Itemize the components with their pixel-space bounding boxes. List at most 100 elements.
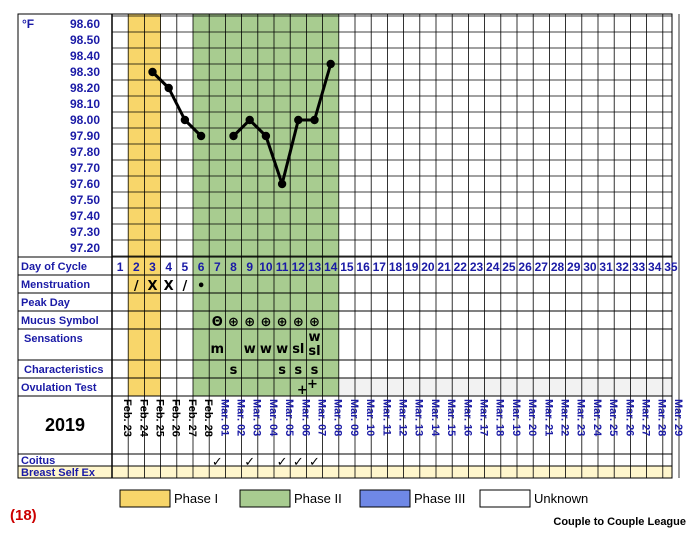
- sensation-mark: w: [308, 330, 320, 345]
- temperature-point: [326, 59, 335, 69]
- characteristics-label: Characteristics: [24, 364, 104, 376]
- ovulation-hatch: [338, 378, 672, 396]
- temperature-point: [261, 131, 271, 141]
- y-tick-label: 97.20: [70, 241, 100, 255]
- temperature-point: [245, 115, 254, 125]
- mucus-mark: ⊕: [309, 315, 320, 330]
- day-number: 20: [421, 260, 435, 274]
- y-tick-label: 98.60: [70, 17, 100, 31]
- date-label: Mar. 07: [316, 399, 328, 436]
- date-label: Mar. 17: [478, 399, 490, 436]
- date-label: Mar. 16: [461, 399, 473, 436]
- day-number: 21: [437, 260, 451, 274]
- temperature-segment: [264, 135, 284, 185]
- day-number: 26: [518, 260, 532, 274]
- coitus-check: ✓: [293, 455, 304, 470]
- temperature-point: [310, 115, 319, 125]
- date-label: Mar. 09: [348, 399, 360, 436]
- day-number: 13: [308, 260, 322, 274]
- day-number: 12: [292, 260, 306, 274]
- date-label: Mar. 26: [623, 399, 635, 436]
- date-label: Mar. 08: [332, 399, 344, 436]
- date-label: Mar. 01: [218, 399, 230, 436]
- date-label: Feb. 27: [186, 399, 198, 437]
- day-number: 29: [567, 260, 581, 274]
- ovulation-mark: +: [307, 377, 318, 392]
- coitus-check: ✓: [309, 455, 320, 470]
- menstruation-mark: X: [147, 279, 157, 294]
- sensation-mark: w: [276, 342, 288, 357]
- characteristic-mark: s: [311, 363, 319, 378]
- temperature-point: [164, 83, 173, 93]
- date-label: Feb. 23: [121, 399, 133, 437]
- date-label: Mar. 24: [591, 399, 603, 437]
- date-label: Mar. 18: [494, 399, 506, 436]
- menstruation-mark: /: [134, 279, 139, 294]
- date-label: Mar. 11: [380, 399, 392, 436]
- temperature-point: [196, 131, 206, 141]
- temperature-segment: [167, 87, 187, 121]
- temperature-point: [294, 115, 303, 125]
- temperature-point: [180, 115, 190, 125]
- day-number: 16: [356, 260, 370, 274]
- day-number: 8: [230, 260, 237, 274]
- day-number: 34: [648, 260, 662, 274]
- y-tick-label: 98.00: [70, 113, 100, 127]
- date-label: Mar. 28: [656, 399, 668, 436]
- temperature-point: [148, 67, 157, 77]
- day-number: 17: [373, 260, 387, 274]
- coitus-check: ✓: [212, 455, 223, 470]
- date-label: Mar. 15: [445, 399, 457, 436]
- temperature-point: [277, 179, 287, 189]
- temperature-unit: °F: [22, 17, 34, 31]
- date-label: Mar. 02: [235, 399, 247, 436]
- temperature-segment: [280, 119, 300, 185]
- sensation-mark: sl: [292, 342, 304, 357]
- day-of-cycle-label: Day of Cycle: [21, 261, 87, 273]
- sensation-mark: m: [211, 342, 225, 357]
- sensations-label: Sensations: [24, 333, 83, 345]
- phase2-band: [193, 14, 339, 396]
- mucus-mark: Θ: [212, 315, 223, 330]
- characteristic-mark: s: [230, 363, 238, 378]
- breast-self-ex-label: Breast Self Ex: [21, 467, 96, 479]
- mucus-mark: ⊕: [260, 315, 271, 330]
- y-tick-label: 97.30: [70, 225, 100, 239]
- mucus-mark: ⊕: [293, 315, 304, 330]
- menstruation-mark: X: [164, 279, 174, 294]
- chart-frame: [17, 13, 673, 479]
- ovulation-mark: +: [297, 383, 308, 398]
- menstruation-mark: •: [197, 279, 205, 294]
- day-number: 31: [599, 260, 613, 274]
- day-number: 1: [117, 260, 124, 274]
- date-label: Mar. 05: [283, 399, 295, 436]
- day-number: 35: [664, 260, 678, 274]
- date-label: Mar. 13: [413, 399, 425, 436]
- temperature-point: [229, 131, 238, 141]
- y-tick-label: 97.90: [70, 129, 100, 143]
- date-label: Mar. 21: [542, 399, 554, 436]
- day-number: 4: [165, 260, 172, 274]
- day-number: 19: [405, 260, 419, 274]
- peak-day-label: Peak Day: [21, 297, 71, 309]
- sensation-mark: sl: [308, 344, 320, 359]
- year-label: 2019: [45, 415, 85, 435]
- y-tick-label: 98.10: [70, 97, 100, 111]
- sensation-mark: w: [260, 342, 272, 357]
- date-label: Mar. 23: [575, 399, 587, 436]
- y-tick-label: 98.20: [70, 81, 100, 95]
- date-label: Mar. 14: [429, 399, 441, 437]
- coitus-label: Coitus: [21, 455, 55, 467]
- day-number: 22: [454, 260, 468, 274]
- y-tick-label: 97.70: [70, 161, 100, 175]
- day-number: 32: [616, 260, 630, 274]
- characteristic-mark: s: [294, 363, 302, 378]
- day-number: 18: [389, 260, 403, 274]
- date-label: Feb. 28: [202, 399, 214, 437]
- day-number: 11: [276, 260, 289, 274]
- day-number: 23: [470, 260, 484, 274]
- day-number: 25: [502, 260, 516, 274]
- mucus-symbol-label: Mucus Symbol: [21, 315, 99, 327]
- legend-label: Phase II: [294, 491, 342, 506]
